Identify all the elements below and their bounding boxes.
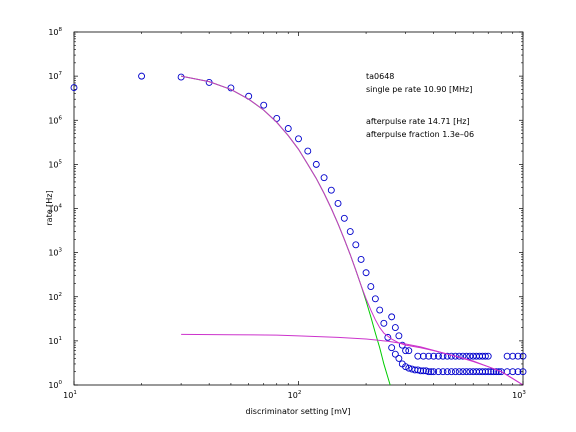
data-point-46	[459, 368, 467, 376]
data-point-88	[391, 324, 399, 332]
data-point-44	[451, 368, 459, 376]
data-point-65	[419, 352, 427, 360]
data-point-25	[388, 344, 396, 352]
data-point-9	[295, 135, 302, 143]
data-point-84	[509, 352, 517, 360]
x-tick-label-1: 102	[288, 390, 302, 400]
data-point-41	[439, 368, 447, 376]
data-point-42	[443, 368, 451, 376]
annotation-id: ta0648	[366, 72, 394, 81]
data-point-18	[357, 256, 365, 263]
data-point-23	[380, 319, 388, 327]
data-point-11	[312, 160, 320, 168]
y-tick-label-7: 107	[48, 71, 62, 81]
y-tick-label-1: 101	[48, 336, 62, 346]
data-point-87	[388, 313, 396, 321]
data-point-91	[402, 347, 410, 355]
data-point-63	[519, 368, 527, 376]
y-axis-label: rate [Hz]	[45, 190, 54, 225]
data-point-0	[70, 84, 78, 92]
data-point-19	[362, 269, 370, 277]
data-point-27	[395, 354, 403, 362]
x-tick-label-2: 103	[512, 390, 526, 400]
annotation-single-pe-rate: single pe rate 10.90 [MHz]	[366, 85, 472, 94]
data-point-89	[395, 332, 403, 340]
y-tick-label-6: 106	[48, 115, 62, 125]
data-point-76	[466, 352, 474, 360]
data-point-55	[487, 368, 495, 376]
data-point-13	[327, 186, 335, 194]
data-point-17	[352, 241, 360, 249]
data-point-1	[138, 72, 146, 80]
series-3-line	[181, 333, 524, 386]
annotation-afterpulse-fraction: afterpulse fraction 1.3e–06	[366, 130, 474, 139]
data-point-34	[417, 367, 425, 375]
data-point-39	[430, 368, 438, 376]
data-point-92	[405, 347, 413, 355]
data-point-81	[481, 352, 489, 360]
data-point-40	[434, 368, 442, 376]
data-point-67	[430, 352, 438, 360]
data-point-48	[466, 368, 474, 376]
data-point-43	[447, 368, 455, 376]
data-point-22	[376, 306, 384, 314]
data-point-38	[427, 368, 435, 376]
data-point-86	[519, 352, 527, 360]
plot-frame	[73, 31, 524, 386]
y-tick-label-0: 100	[48, 380, 62, 390]
annotation-afterpulse-rate: afterpulse rate 14.71 [Hz]	[366, 117, 470, 126]
data-point-7	[273, 114, 281, 122]
data-point-66	[425, 352, 433, 360]
y-tick-label-5: 105	[48, 159, 62, 169]
data-point-85	[514, 352, 522, 360]
data-point-47	[463, 368, 470, 376]
data-point-82	[484, 352, 492, 360]
data-point-26	[391, 350, 399, 358]
x-tick-label-0: 101	[63, 390, 77, 400]
data-point-24	[384, 333, 392, 341]
data-point-12	[320, 174, 328, 182]
data-point-74	[459, 352, 467, 360]
data-point-61	[509, 368, 517, 376]
data-point-70	[443, 352, 451, 360]
data-point-21	[371, 295, 379, 303]
data-point-68	[434, 352, 442, 360]
series-layer	[70, 72, 527, 386]
data-point-45	[455, 368, 463, 376]
data-point-20	[367, 283, 375, 291]
data-point-35	[419, 367, 427, 375]
y-tick-label-2: 102	[48, 292, 62, 302]
data-point-29	[402, 363, 410, 371]
y-tick-label-3: 103	[48, 248, 62, 258]
data-point-72	[451, 352, 459, 360]
data-point-6	[260, 101, 268, 109]
x-axis-label: discriminator setting [mV]	[245, 407, 350, 416]
data-point-30	[405, 364, 413, 372]
data-point-54	[484, 368, 492, 376]
y-tick-label-4: 104	[48, 204, 62, 214]
y-tick-label-8: 108	[48, 27, 62, 37]
data-point-57	[492, 368, 500, 376]
data-point-14	[334, 200, 342, 207]
data-point-37	[425, 368, 433, 376]
data-point-16	[346, 228, 354, 236]
data-point-15	[340, 214, 348, 222]
data-point-10	[304, 147, 312, 155]
data-point-8	[284, 125, 292, 132]
